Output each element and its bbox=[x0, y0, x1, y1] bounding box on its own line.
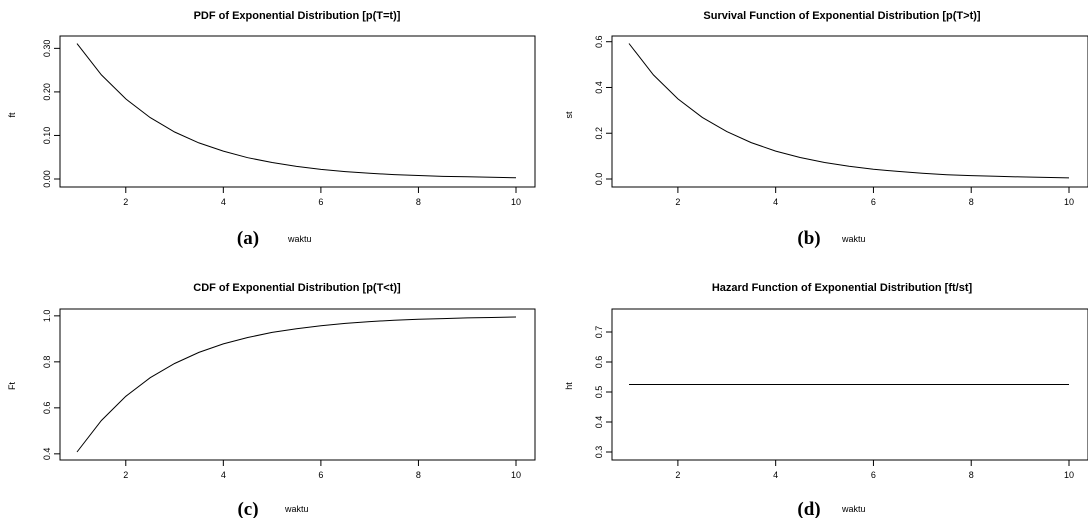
panel-c-ytick-label: 0.4 bbox=[42, 448, 52, 461]
panel-c-xlabel: waktu bbox=[284, 504, 309, 514]
panel-c-xtick-label: 10 bbox=[511, 470, 521, 480]
panel-b-xtick-label: 4 bbox=[773, 197, 778, 207]
panel-c-xtick-label: 2 bbox=[123, 470, 128, 480]
panel-d-label: (d) bbox=[797, 499, 820, 518]
panel-a-frame bbox=[59, 35, 536, 188]
panel-a-xlabel: waktu bbox=[287, 234, 312, 244]
panel-a: PDF of Exponential Distribution [p(T=t)]… bbox=[7, 10, 536, 249]
panel-c-xtick-label: 8 bbox=[416, 470, 421, 480]
panel-c-ytick-label: 1.0 bbox=[42, 310, 52, 323]
panel-d-ytick-label: 0.5 bbox=[594, 386, 604, 399]
panel-a-label: (a) bbox=[237, 228, 259, 249]
panel-a-series-line bbox=[76, 43, 517, 179]
panel-c-xtick-label: 6 bbox=[318, 470, 323, 480]
panel-c-title: CDF of Exponential Distribution [p(T<t)] bbox=[193, 282, 401, 294]
panel-d: Hazard Function of Exponential Distribut… bbox=[564, 282, 1088, 518]
panel-a-ylabel: ft bbox=[7, 112, 17, 118]
panel-c-xtick-label: 4 bbox=[221, 470, 226, 480]
panel-b-frame bbox=[611, 35, 1088, 188]
panel-b-xlabel: waktu bbox=[841, 234, 866, 244]
panel-d-ytick-label: 0.7 bbox=[594, 326, 604, 339]
panel-b-ytick-label: 0.0 bbox=[594, 173, 604, 186]
panel-d-xtick-label: 2 bbox=[675, 470, 680, 480]
panel-c-label: (c) bbox=[237, 499, 258, 518]
panel-a-ytick-label: 0.30 bbox=[42, 40, 52, 58]
panel-b: Survival Function of Exponential Distrib… bbox=[564, 10, 1088, 249]
panel-b-xtick-label: 10 bbox=[1064, 197, 1074, 207]
panel-d-xtick-label: 4 bbox=[773, 470, 778, 480]
panel-a-title: PDF of Exponential Distribution [p(T=t)] bbox=[194, 10, 401, 22]
panel-b-title: Survival Function of Exponential Distrib… bbox=[703, 10, 980, 22]
panel-b-xtick-label: 6 bbox=[871, 197, 876, 207]
panel-c-frame bbox=[59, 308, 536, 461]
panel-a-xtick-label: 10 bbox=[511, 197, 521, 207]
panel-a-ytick-label: 0.20 bbox=[42, 83, 52, 101]
panel-b-xtick-label: 8 bbox=[969, 197, 974, 207]
panel-a-xtick-label: 4 bbox=[221, 197, 226, 207]
panel-b-ytick-label: 0.2 bbox=[594, 127, 604, 140]
panel-b-ylabel: st bbox=[564, 111, 574, 119]
panel-a-ytick-label: 0.00 bbox=[42, 170, 52, 188]
panel-d-xlabel: waktu bbox=[841, 504, 866, 514]
panel-c-series-line bbox=[76, 316, 517, 453]
panel-a-xtick-label: 8 bbox=[416, 197, 421, 207]
panel-d-xtick-label: 10 bbox=[1064, 470, 1074, 480]
panel-a-xtick-label: 2 bbox=[123, 197, 128, 207]
panel-b-ytick-label: 0.4 bbox=[594, 81, 604, 94]
panel-d-ytick-label: 0.6 bbox=[594, 356, 604, 369]
panel-c: CDF of Exponential Distribution [p(T<t)]… bbox=[7, 282, 536, 518]
panel-d-ytick-label: 0.4 bbox=[594, 416, 604, 429]
panel-d-ytick-label: 0.3 bbox=[594, 446, 604, 459]
panel-b-xtick-label: 2 bbox=[675, 197, 680, 207]
panel-c-ylabel: Ft bbox=[7, 382, 17, 390]
panel-d-title: Hazard Function of Exponential Distribut… bbox=[712, 282, 973, 294]
panel-b-series-line bbox=[628, 43, 1070, 179]
panel-b-ytick-label: 0.6 bbox=[594, 35, 604, 48]
panel-d-xtick-label: 6 bbox=[871, 470, 876, 480]
panel-b-label: (b) bbox=[797, 228, 820, 249]
panel-c-ytick-label: 0.8 bbox=[42, 356, 52, 369]
panel-a-ytick-label: 0.10 bbox=[42, 127, 52, 145]
panel-d-ylabel: ht bbox=[564, 382, 574, 390]
panel-a-xtick-label: 6 bbox=[318, 197, 323, 207]
panel-d-xtick-label: 8 bbox=[969, 470, 974, 480]
panel-c-ytick-label: 0.6 bbox=[42, 402, 52, 415]
panel-d-frame bbox=[611, 308, 1088, 461]
